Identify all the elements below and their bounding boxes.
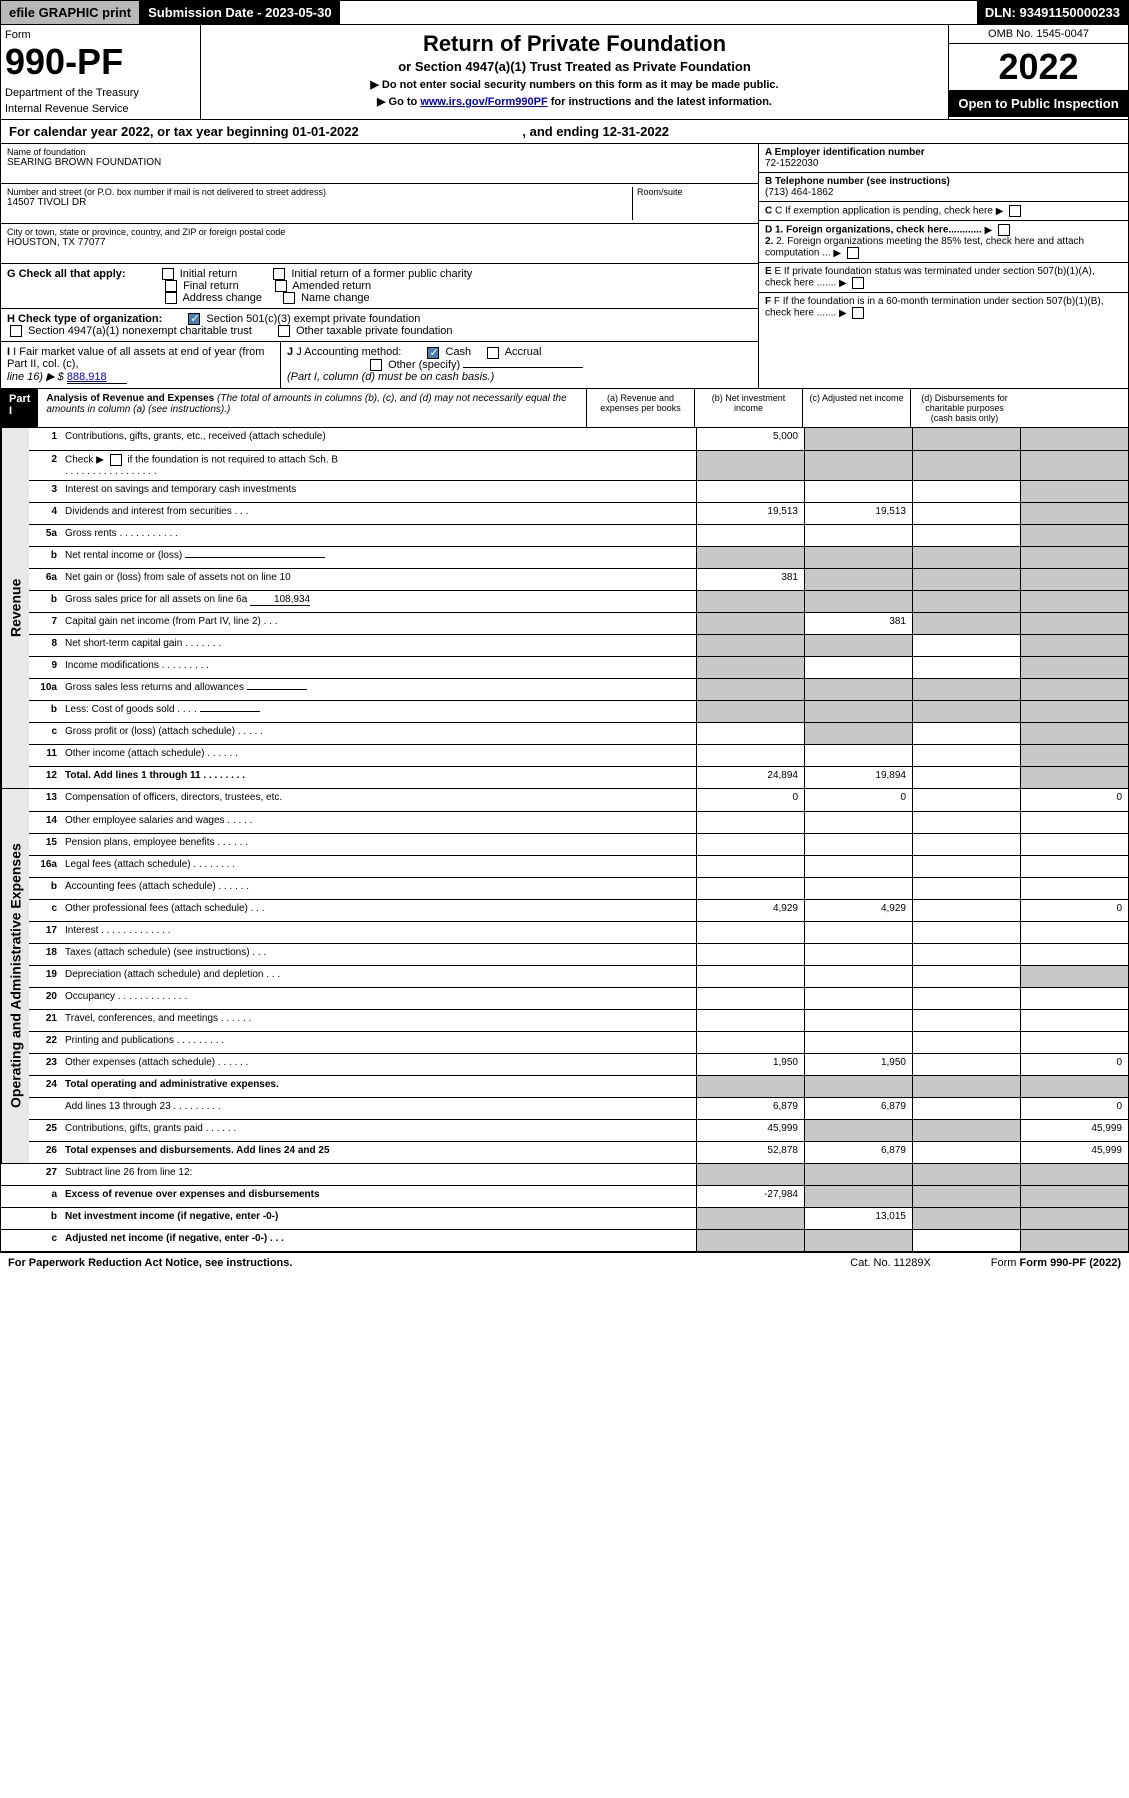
dln: DLN: 93491150000233 xyxy=(977,1,1128,24)
final-return-checkbox[interactable] xyxy=(165,280,177,292)
exemption-pending-checkbox[interactable] xyxy=(1009,205,1021,217)
form-header: Form 990-PF Department of the Treasury I… xyxy=(0,25,1129,120)
other-taxable-checkbox[interactable] xyxy=(278,325,290,337)
fmv-link[interactable]: 888,918 xyxy=(67,371,127,384)
revenue-side-label: Revenue xyxy=(1,428,29,788)
terminated-checkbox[interactable] xyxy=(852,277,864,289)
60month-checkbox[interactable] xyxy=(852,307,864,319)
col-d-header: (d) Disbursements for charitable purpose… xyxy=(910,389,1018,427)
instruction-2: ▶ Go to www.irs.gov/Form990PF for instru… xyxy=(207,95,942,108)
form-label: Form xyxy=(5,29,196,41)
footer: For Paperwork Reduction Act Notice, see … xyxy=(0,1252,1129,1273)
part1-label: Part I xyxy=(1,389,38,427)
foreign-85-checkbox[interactable] xyxy=(847,247,859,259)
paperwork-notice: For Paperwork Reduction Act Notice, see … xyxy=(8,1257,292,1269)
accrual-checkbox[interactable] xyxy=(487,347,499,359)
city-cell: City or town, state or province, country… xyxy=(1,224,758,264)
section-c: C C If exemption application is pending,… xyxy=(759,202,1128,221)
form-link[interactable]: www.irs.gov/Form990PF xyxy=(420,96,547,108)
header-right: OMB No. 1545-0047 2022 Open to Public In… xyxy=(948,25,1128,119)
part1-table: Revenue 1Contributions, gifts, grants, e… xyxy=(0,428,1129,1252)
initial-return-checkbox[interactable] xyxy=(162,268,174,280)
department: Department of the Treasury xyxy=(5,87,196,99)
col-c-header: (c) Adjusted net income xyxy=(802,389,910,427)
form-number: 990-PF xyxy=(5,41,196,83)
tax-year: 2022 xyxy=(949,44,1128,90)
other-method-checkbox[interactable] xyxy=(370,359,382,371)
omb-number: OMB No. 1545-0047 xyxy=(949,25,1128,44)
name-change-checkbox[interactable] xyxy=(283,292,295,304)
501c3-checkbox[interactable] xyxy=(188,313,200,325)
address-change-checkbox[interactable] xyxy=(165,292,177,304)
open-to-public: Open to Public Inspection xyxy=(949,90,1128,117)
cash-checkbox[interactable] xyxy=(427,347,439,359)
ein-cell: A Employer identification number 72-1522… xyxy=(759,144,1128,173)
irs: Internal Revenue Service xyxy=(5,103,196,115)
col-a-header: (a) Revenue and expenses per books xyxy=(586,389,694,427)
initial-public-checkbox[interactable] xyxy=(273,268,285,280)
top-bar: efile GRAPHIC print Submission Date - 20… xyxy=(0,0,1129,25)
info-section: Name of foundation SEARING BROWN FOUNDAT… xyxy=(0,144,1129,389)
foundation-name-cell: Name of foundation SEARING BROWN FOUNDAT… xyxy=(1,144,758,184)
section-f: F F If the foundation is in a 60-month t… xyxy=(759,293,1128,322)
form-ref: Form Form 990-PF (2022) xyxy=(991,1257,1121,1269)
efile-print-button[interactable]: efile GRAPHIC print xyxy=(1,1,140,24)
form-title: Return of Private Foundation xyxy=(207,31,942,57)
schB-checkbox[interactable] xyxy=(110,454,122,466)
section-h: H Check type of organization: Section 50… xyxy=(1,309,758,342)
form-subtitle: or Section 4947(a)(1) Trust Treated as P… xyxy=(207,59,942,74)
part1-header-row: Part I Analysis of Revenue and Expenses … xyxy=(0,389,1129,428)
section-g: G Check all that apply: Initial return I… xyxy=(1,264,758,309)
foreign-org-checkbox[interactable] xyxy=(998,224,1010,236)
calendar-year-row: For calendar year 2022, or tax year begi… xyxy=(0,120,1129,144)
section-e: E E If private foundation status was ter… xyxy=(759,263,1128,293)
section-d: D 1. Foreign organizations, check here..… xyxy=(759,221,1128,263)
4947-checkbox[interactable] xyxy=(10,325,22,337)
col-b-header: (b) Net investment income xyxy=(694,389,802,427)
instruction-1: ▶ Do not enter social security numbers o… xyxy=(207,78,942,91)
header-left: Form 990-PF Department of the Treasury I… xyxy=(1,25,201,119)
phone-cell: B Telephone number (see instructions) (7… xyxy=(759,173,1128,202)
amended-return-checkbox[interactable] xyxy=(275,280,287,292)
section-i-j: I I Fair market value of all assets at e… xyxy=(1,342,758,388)
cat-no: Cat. No. 11289X xyxy=(850,1257,931,1269)
submission-date: Submission Date - 2023-05-30 xyxy=(140,1,340,24)
header-center: Return of Private Foundation or Section … xyxy=(201,25,948,119)
expenses-side-label: Operating and Administrative Expenses xyxy=(1,789,29,1163)
address-cell: Number and street (or P.O. box number if… xyxy=(1,184,758,224)
